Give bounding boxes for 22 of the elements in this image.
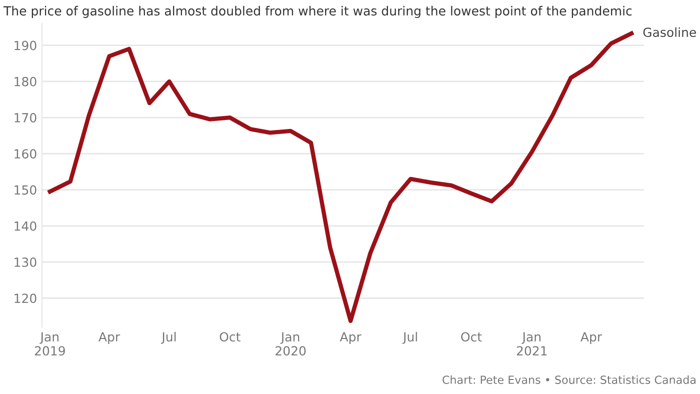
x-tick-label: Jul: [402, 332, 417, 344]
y-tick-label: 120: [14, 294, 36, 304]
x-tick-label: Jan 2021: [516, 332, 547, 356]
y-tick-label: 140: [14, 221, 36, 231]
x-tick-label: Apr: [340, 332, 362, 344]
series-label: Gasoline: [643, 27, 696, 38]
y-tick-label: 170: [14, 113, 36, 122]
x-tick-label: Oct: [220, 332, 240, 342]
line-series: [48, 31, 634, 323]
y-tick-label: 180: [14, 76, 36, 86]
y-tick-label: 160: [14, 149, 36, 159]
x-tick-label: Oct: [461, 332, 482, 342]
chart-title: The price of gasoline has almost doubled from where it was during the lowest point of the pandemic: [3, 6, 632, 18]
x-tick-label: Jul: [161, 332, 176, 344]
text: Chart: Pete Evans • Source: Statistics Canada: [442, 375, 696, 384]
x-tick-label: Jan 2019: [34, 332, 65, 356]
x-tick-label: Jan 2020: [276, 332, 306, 356]
y-tick-label: 190: [14, 40, 36, 50]
x-tick-label: Apr: [580, 332, 602, 344]
x-tick-label: Apr: [98, 332, 120, 344]
y-tick-label: 150: [14, 185, 36, 195]
y-tick-label: 130: [14, 257, 36, 267]
